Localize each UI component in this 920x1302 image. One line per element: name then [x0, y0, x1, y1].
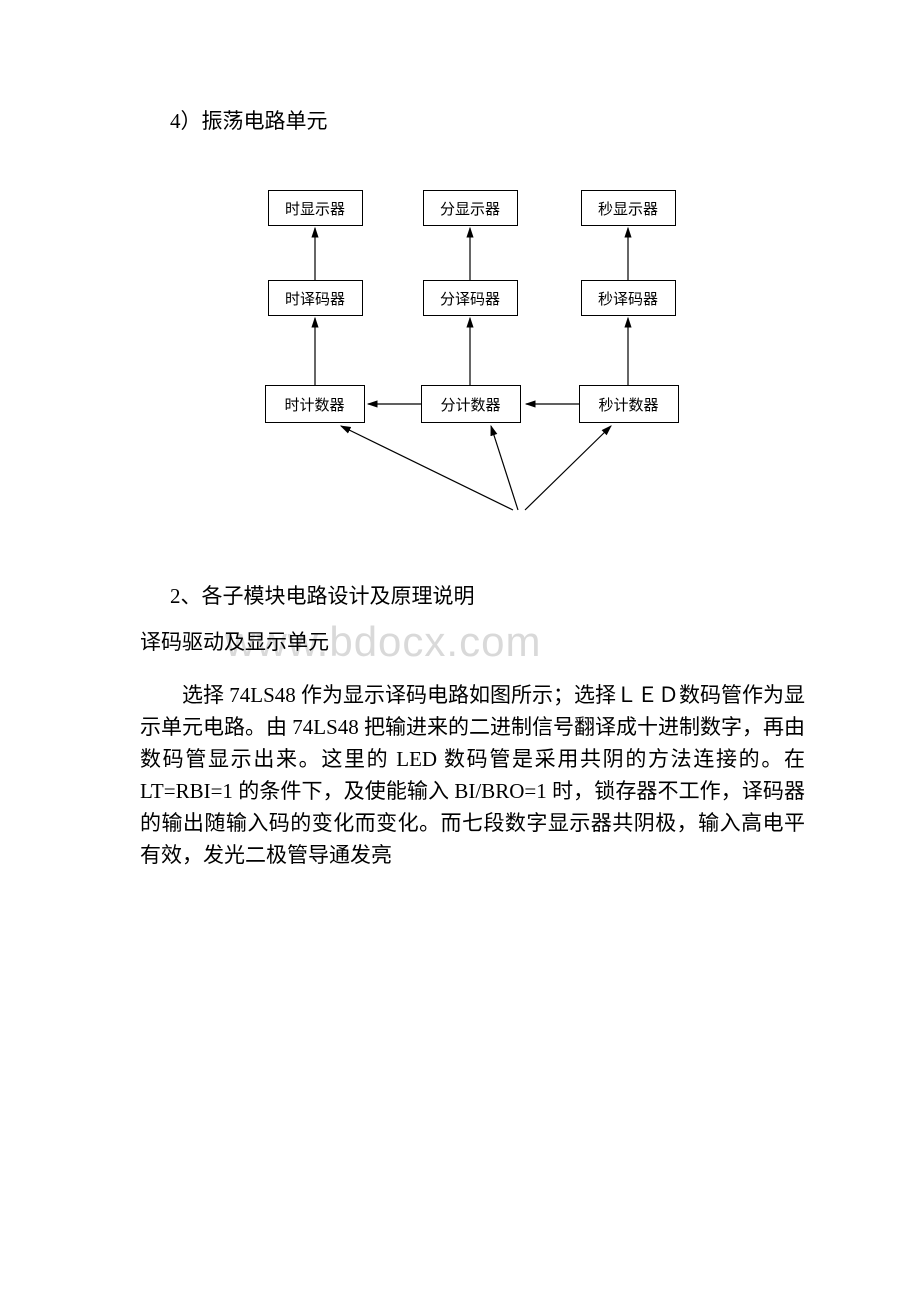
box-second-display: 秒显示器	[581, 190, 676, 226]
box-hour-counter: 时计数器	[265, 385, 365, 423]
box-second-counter: 秒计数器	[579, 385, 679, 423]
section-4-title: 4）振荡电路单元	[170, 105, 805, 135]
box-minute-counter: 分计数器	[421, 385, 521, 423]
box-hour-display: 时显示器	[268, 190, 363, 226]
diagram-arrows	[233, 190, 713, 520]
box-second-decoder: 秒译码器	[581, 280, 676, 316]
box-minute-display: 分显示器	[423, 190, 518, 226]
block-diagram: 时显示器 分显示器 秒显示器 时译码器 分译码器 秒译码器 时计数器 分计数器 …	[233, 190, 713, 520]
section-2-heading: 2、各子模块电路设计及原理说明	[170, 580, 805, 610]
body-paragraph: 选择 74LS48 作为显示译码电路如图所示；选择ＬＥＤ数码管作为显示单元电路。…	[140, 680, 805, 871]
subheading: 译码驱动及显示单元	[140, 626, 805, 656]
box-minute-decoder: 分译码器	[423, 280, 518, 316]
box-hour-decoder: 时译码器	[268, 280, 363, 316]
